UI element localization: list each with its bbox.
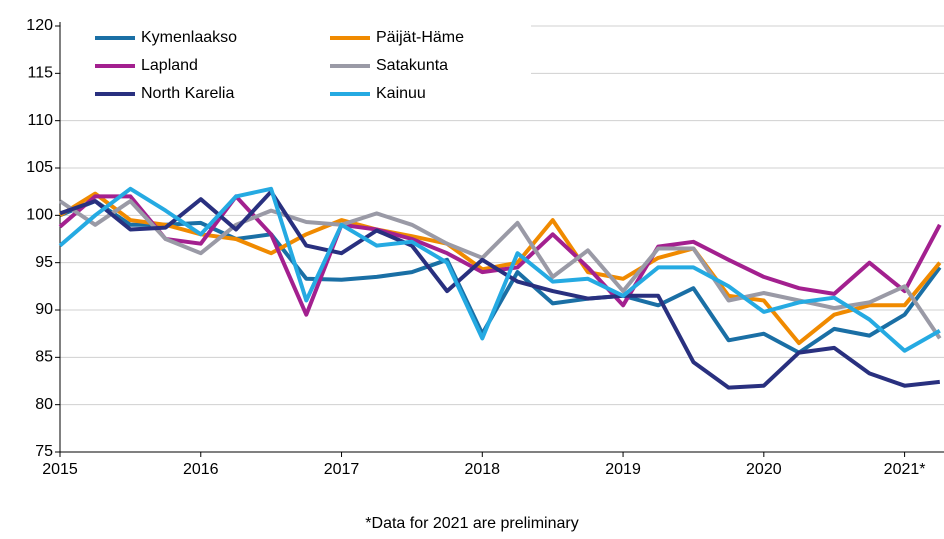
- y-tick-label: 80: [35, 396, 53, 413]
- y-tick-label: 95: [35, 254, 53, 271]
- series-line: [58, 186, 941, 353]
- y-tick-label: 120: [26, 17, 53, 34]
- x-tick-label: 2018: [464, 461, 500, 478]
- legend-label: Päijät-Häme: [376, 29, 464, 46]
- legend-label: Lapland: [141, 57, 198, 74]
- y-tick-label: 85: [35, 349, 53, 366]
- series-line: [59, 189, 941, 390]
- y-tick-label: 105: [26, 159, 53, 176]
- y-tick-label: 90: [35, 301, 53, 318]
- legend-box: [61, 18, 531, 112]
- annotation: *Data for 2021 are preliminary: [365, 515, 578, 532]
- legend-label: Satakunta: [376, 57, 448, 74]
- y-tick-label: 115: [27, 65, 53, 82]
- legend-label: Kymenlaakso: [141, 29, 237, 46]
- x-tick-label: 2021*: [884, 461, 926, 478]
- x-tick-label: 2016: [183, 461, 219, 478]
- legend-label: North Karelia: [141, 85, 234, 102]
- y-tick-label: 110: [27, 112, 53, 129]
- x-tick-label: 2017: [324, 461, 360, 478]
- x-tick-label: 2019: [605, 461, 641, 478]
- x-tick-label: 2020: [746, 461, 782, 478]
- y-tick-label: 100: [26, 207, 53, 224]
- series-line: [59, 199, 942, 355]
- x-tick-label: 2015: [42, 461, 78, 478]
- series-line: [58, 199, 942, 340]
- legend-label: Kainuu: [376, 85, 426, 102]
- y-tick-label: 75: [35, 443, 53, 460]
